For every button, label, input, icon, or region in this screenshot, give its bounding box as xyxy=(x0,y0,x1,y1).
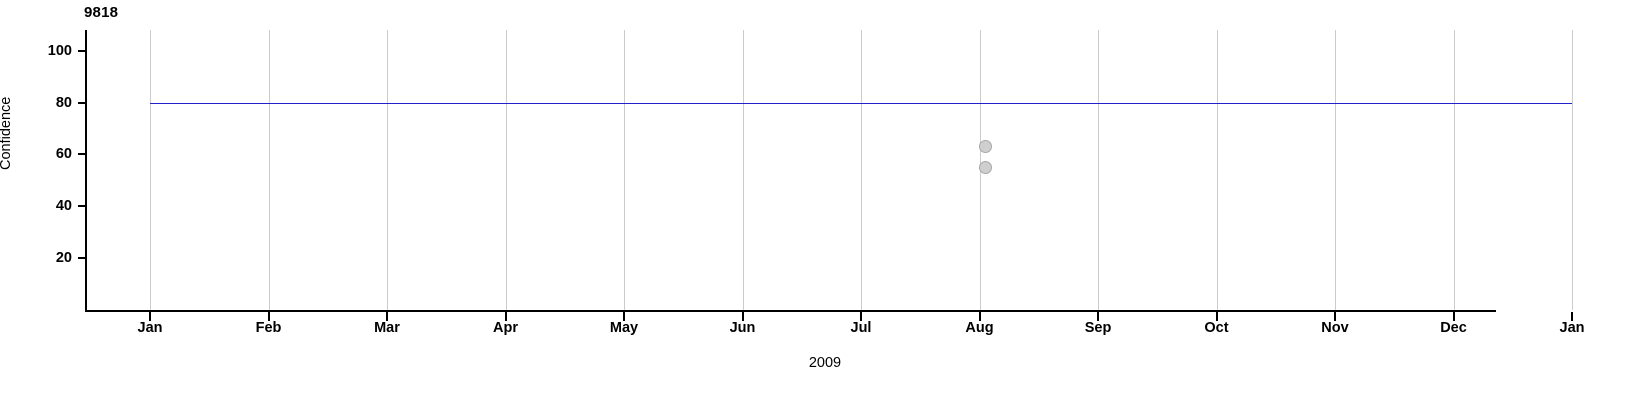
x-tick-mark xyxy=(741,312,744,321)
gridline-vertical xyxy=(742,30,744,310)
x-tick-label: Mar xyxy=(374,320,400,336)
data-point-marker[interactable] xyxy=(978,160,992,174)
y-axis-title: Confidence xyxy=(0,96,14,170)
x-tick-mark xyxy=(386,312,388,321)
x-axis-title: 2009 xyxy=(808,355,842,371)
y-tick-mark xyxy=(78,153,86,156)
x-tick-mark xyxy=(1215,312,1218,321)
x-tick-mark xyxy=(1334,312,1336,321)
plot-area xyxy=(86,30,1573,310)
x-tick-mark xyxy=(978,312,981,321)
x-tick-label: Dec xyxy=(1440,320,1467,336)
x-tick-label: Oct xyxy=(1204,320,1229,336)
gridline-vertical xyxy=(505,30,507,310)
y-tick-label: 40 xyxy=(55,198,72,215)
gridline-vertical xyxy=(1216,30,1218,310)
x-tick-mark xyxy=(504,312,507,321)
data-point-marker[interactable] xyxy=(978,140,992,154)
x-tick-mark xyxy=(1571,312,1573,321)
y-tick-mark xyxy=(78,101,86,104)
gridline-vertical xyxy=(1572,30,1573,310)
y-tick-mark xyxy=(78,205,86,208)
gridline-vertical xyxy=(861,30,862,310)
gridline-vertical xyxy=(268,30,270,310)
x-tick-label: Feb xyxy=(255,320,282,336)
x-tick-mark xyxy=(623,312,625,321)
x-tick-label: Sep xyxy=(1084,320,1112,336)
x-tick-label: Apr xyxy=(493,320,518,336)
x-tick-label: Jan xyxy=(1559,320,1585,336)
x-tick-mark xyxy=(267,312,270,321)
chart-title: 9818 xyxy=(84,4,119,21)
y-axis-spine xyxy=(85,30,87,311)
x-tick-label: Nov xyxy=(1321,320,1349,336)
gridline-vertical xyxy=(150,30,151,310)
x-axis-spine xyxy=(85,310,1496,312)
x-tick-mark xyxy=(1097,312,1099,321)
x-tick-mark xyxy=(149,312,151,321)
y-tick-label: 20 xyxy=(55,250,72,267)
x-tick-mark xyxy=(860,312,862,321)
x-tick-label: Jul xyxy=(850,320,872,336)
gridline-vertical xyxy=(1098,30,1099,310)
gridline-vertical xyxy=(1453,30,1455,310)
gridline-vertical xyxy=(387,30,388,310)
y-tick-label: 60 xyxy=(55,146,72,163)
x-tick-label: Jan xyxy=(137,320,163,336)
y-tick-mark xyxy=(78,257,86,260)
x-tick-label: Aug xyxy=(965,320,994,336)
y-tick-label: 80 xyxy=(55,94,72,111)
x-tick-label: May xyxy=(609,320,639,336)
gridline-vertical xyxy=(1335,30,1336,310)
x-tick-label: Jun xyxy=(729,320,756,336)
threshold-line xyxy=(150,102,1572,105)
x-tick-mark xyxy=(1452,312,1455,321)
y-tick-label: 100 xyxy=(47,42,72,59)
gridline-vertical xyxy=(624,30,625,310)
y-tick-mark xyxy=(78,49,86,52)
